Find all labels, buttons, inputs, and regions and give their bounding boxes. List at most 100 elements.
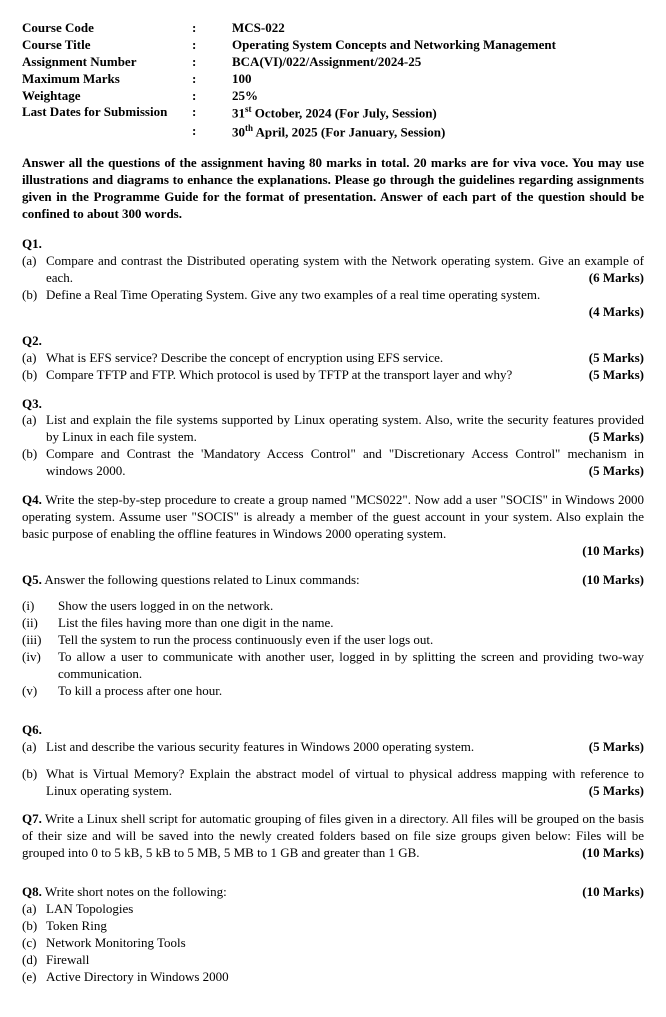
q3-a-text: List and explain the file systems suppor… [46,412,644,446]
header-colon: : [192,104,232,122]
q1-b-marks: (4 Marks) [22,304,644,321]
q2-a-label: (a) [22,350,46,367]
header-colon: : [192,88,232,105]
header-value: 31st October, 2024 (For July, Session) [232,104,644,122]
q1-a-text: Compare and contrast the Distributed ope… [46,253,644,287]
q6-b-marks: (5 Marks) [581,783,644,800]
q8-item: (d)Firewall [22,952,644,969]
q3-a-marks: (5 Marks) [581,429,644,446]
q1-a-body: Compare and contrast the Distributed ope… [46,253,644,285]
header-label [22,123,192,141]
header-colon: : [192,54,232,71]
question-2: Q2. (a) What is EFS service? Describe th… [22,333,644,384]
q5-items: (i)Show the users logged in on the netwo… [22,598,644,699]
q1-b-text: Define a Real Time Operating System. Giv… [46,287,644,304]
header-colon: : [192,71,232,88]
header-value: MCS-022 [232,20,644,37]
q1-a-marks: (6 Marks) [581,270,644,287]
q3-b-marks: (5 Marks) [581,463,644,480]
q3-b-body: Compare and Contrast the 'Mandatory Acce… [46,446,644,478]
q8-item-text: LAN Topologies [46,901,644,918]
q5-marks: (10 Marks) [574,572,644,589]
q4-text: Q4. Write the step-by-step procedure to … [22,492,644,543]
q2-a-text: What is EFS service? Describe the concep… [46,350,581,367]
q3-a-body: List and explain the file systems suppor… [46,412,644,444]
q5-body: Answer the following questions related t… [44,572,359,587]
q4-body: Write the step-by-step procedure to crea… [22,492,644,541]
q6-a-text: List and describe the various security f… [46,739,581,756]
q5-item-text: To allow a user to communicate with anot… [58,649,644,683]
q8-item-text: Token Ring [46,918,644,935]
q3-b-label: (b) [22,446,46,463]
q1-a: (a) Compare and contrast the Distributed… [22,253,644,287]
q6-b-label: (b) [22,766,46,783]
q5-item-label: (iv) [22,649,58,666]
q2-b-label: (b) [22,367,46,384]
q5-item: (iv)To allow a user to communicate with … [22,649,644,683]
q8-item-label: (d) [22,952,46,969]
q2-a: (a) What is EFS service? Describe the co… [22,350,644,367]
q4-marks: (10 Marks) [22,543,644,560]
q6-b: (b) What is Virtual Memory? Explain the … [22,766,644,800]
course-header-table: Course Code:MCS-022Course Title:Operatin… [22,20,644,141]
q8-item-label: (c) [22,935,46,952]
q3-title: Q3. [22,396,644,413]
q7-marks: (10 Marks) [574,845,644,862]
header-label: Maximum Marks [22,71,192,88]
q6-a: (a) List and describe the various securi… [22,739,644,756]
question-4: Q4. Write the step-by-step procedure to … [22,492,644,560]
header-label: Course Title [22,37,192,54]
q2-title: Q2. [22,333,644,350]
q8-item-text: Active Directory in Windows 2000 [46,969,644,986]
q8-item: (b)Token Ring [22,918,644,935]
q8-header: Q8. Write short notes on the following: … [22,884,644,901]
q8-body: Write short notes on the following: [45,884,227,899]
q5-item: (iii)Tell the system to run the process … [22,632,644,649]
q8-item-text: Firewall [46,952,644,969]
q5-item: (i)Show the users logged in on the netwo… [22,598,644,615]
q6-b-body: What is Virtual Memory? Explain the abst… [46,766,644,798]
question-8: Q8. Write short notes on the following: … [22,884,644,985]
q8-title: Q8. [22,884,42,899]
q8-marks: (10 Marks) [574,884,644,901]
q1-a-label: (a) [22,253,46,270]
header-colon: : [192,20,232,37]
header-value: Operating System Concepts and Networking… [232,37,644,54]
q3-b-text: Compare and Contrast the 'Mandatory Acce… [46,446,644,480]
q8-items: (a)LAN Topologies(b)Token Ring(c)Network… [22,901,644,985]
q5-item-label: (ii) [22,615,58,632]
q5-item-text: Tell the system to run the process conti… [58,632,644,649]
q8-item: (c)Network Monitoring Tools [22,935,644,952]
question-5: Q5. Answer the following questions relat… [22,572,644,700]
q8-item: (a)LAN Topologies [22,901,644,918]
instructions-text: Answer all the questions of the assignme… [22,155,644,223]
header-label: Weightage [22,88,192,105]
q1-title: Q1. [22,236,644,253]
header-label: Course Code [22,20,192,37]
header-value: BCA(VI)/022/Assignment/2024-25 [232,54,644,71]
question-6: Q6. (a) List and describe the various se… [22,722,644,800]
q2-b: (b) Compare TFTP and FTP. Which protocol… [22,367,644,384]
q7-text: Q7. Write a Linux shell script for autom… [22,811,644,862]
q1-b: (b) Define a Real Time Operating System.… [22,287,644,304]
q8-item-label: (a) [22,901,46,918]
q5-item-text: Show the users logged in on the network. [58,598,644,615]
q8-item-text: Network Monitoring Tools [46,935,644,952]
q5-text: Q5. Answer the following questions relat… [22,572,574,589]
q3-a: (a) List and explain the file systems su… [22,412,644,446]
header-label: Assignment Number [22,54,192,71]
q1-b-label: (b) [22,287,46,304]
q5-item-label: (v) [22,683,58,700]
header-body: Course Code:MCS-022Course Title:Operatin… [22,20,644,141]
header-value: 25% [232,88,644,105]
q5-item: (v)To kill a process after one hour. [22,683,644,700]
q2-b-marks: (5 Marks) [581,367,644,384]
q3-b: (b) Compare and Contrast the 'Mandatory … [22,446,644,480]
q6-b-text: What is Virtual Memory? Explain the abst… [46,766,644,800]
q5-item-text: List the files having more than one digi… [58,615,644,632]
q7-title: Q7. [22,811,42,826]
header-colon: : [192,37,232,54]
header-value: 100 [232,71,644,88]
q8-item-label: (e) [22,969,46,986]
header-label: Last Dates for Submission [22,104,192,122]
